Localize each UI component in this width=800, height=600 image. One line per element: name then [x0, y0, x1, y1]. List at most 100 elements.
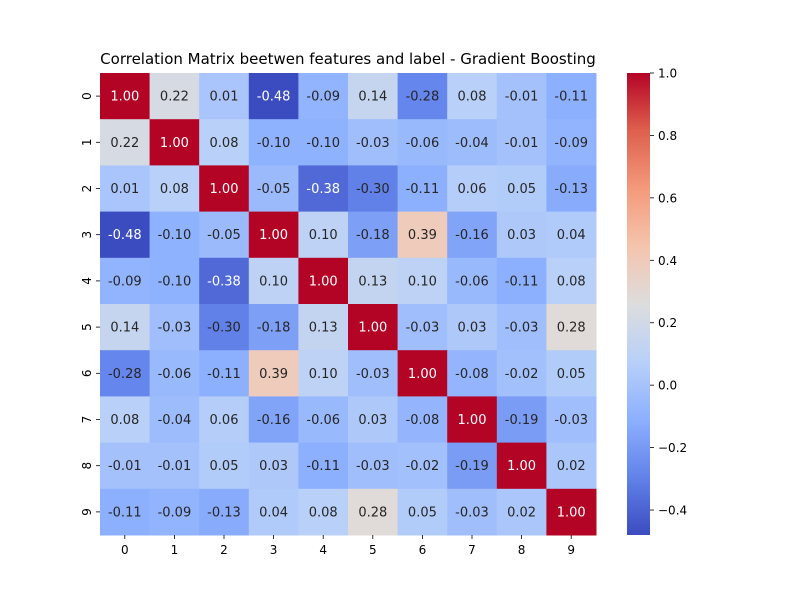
cell-value-label: -0.03 — [455, 505, 489, 520]
heatmap-cell — [199, 165, 250, 213]
cell-value-label: -0.09 — [554, 136, 588, 151]
heatmap-cell — [298, 396, 349, 444]
heatmap-cell — [149, 488, 200, 536]
cell-value-label: -0.11 — [306, 459, 340, 474]
heatmap-cell — [546, 257, 597, 305]
cell-value-label: -0.48 — [257, 90, 291, 105]
y-tick-label: 5 — [80, 323, 94, 331]
cell-value-label: -0.11 — [505, 274, 539, 289]
cell-value-label: 0.08 — [557, 274, 586, 289]
heatmap-cell — [496, 396, 547, 444]
cell-value-label: -0.03 — [158, 321, 192, 336]
colorbar-tick-label: −0.4 — [658, 504, 687, 518]
cell-value-label: 0.08 — [309, 505, 338, 520]
cell-value-label: 0.08 — [458, 90, 487, 105]
x-tick-label: 6 — [419, 543, 427, 557]
colorbar-tick-label: 0.4 — [658, 254, 677, 268]
y-tick-label: 7 — [80, 416, 94, 424]
heatmap-cell — [546, 488, 597, 536]
heatmap-cell — [100, 211, 151, 259]
heatmap-cell — [397, 257, 448, 305]
cell-value-label: -0.09 — [108, 274, 142, 289]
cell-value-label: 0.03 — [358, 413, 387, 428]
cell-value-label: 0.13 — [309, 321, 338, 336]
heatmap-cell — [348, 304, 399, 351]
cell-value-label: -0.08 — [406, 413, 440, 428]
cell-value-label: -0.03 — [406, 321, 440, 336]
cell-value-label: 0.13 — [358, 274, 387, 289]
heatmap-cell — [248, 488, 299, 536]
heatmap-cell — [199, 257, 250, 305]
y-tick-label: 4 — [80, 277, 94, 285]
x-tick-label: 9 — [567, 543, 575, 557]
cell-value-label: 0.05 — [408, 505, 437, 520]
cell-value-label: 0.28 — [557, 321, 586, 336]
colorbar-tick-label: 0.6 — [658, 191, 677, 205]
heatmap-cell — [298, 488, 349, 536]
colorbar-tick-label: −0.2 — [658, 441, 687, 455]
cell-value-label: 0.10 — [309, 228, 338, 243]
cell-value-label: -0.09 — [306, 90, 340, 105]
cell-value-label: 1.00 — [210, 182, 239, 197]
cell-value-label: -0.06 — [306, 413, 340, 428]
heatmap-cell — [348, 211, 399, 259]
x-tick-label: 4 — [319, 543, 327, 557]
cell-value-label: 0.04 — [259, 505, 288, 520]
heatmap-cell — [149, 350, 200, 397]
colorbar: −0.4 −0.2 0.0 0.2 0.4 0.6 0.8 1.0 — [627, 67, 687, 535]
cell-value-label: 0.39 — [259, 367, 288, 382]
cell-value-label: 0.02 — [557, 459, 586, 474]
cell-value-label: -0.30 — [356, 182, 390, 197]
heatmap-cell — [496, 165, 547, 213]
heatmap-cell — [248, 73, 299, 120]
heatmap-cell — [348, 73, 399, 120]
heatmap-cell — [348, 350, 399, 397]
heatmap-cell — [348, 257, 399, 305]
colorbar-tick-label: 0.0 — [658, 379, 677, 393]
heatmap-cell — [199, 442, 250, 490]
cell-value-label: -0.16 — [257, 413, 291, 428]
heatmap-cell — [199, 396, 250, 444]
x-axis: 0 1 2 3 4 5 6 7 8 9 — [121, 535, 575, 557]
heatmap-cell — [100, 488, 151, 536]
cell-value-label: 1.00 — [309, 274, 338, 289]
cell-value-label: -0.19 — [455, 459, 489, 474]
heatmap-cell — [397, 488, 448, 536]
heatmap-cell — [298, 257, 349, 305]
heatmap-cell — [447, 304, 498, 351]
x-tick-label: 7 — [468, 543, 476, 557]
x-tick-label: 2 — [220, 543, 228, 557]
cell-value-label: -0.05 — [207, 228, 241, 243]
heatmap-cell — [496, 257, 547, 305]
heatmap-cell — [100, 442, 151, 490]
heatmap-cell — [496, 73, 547, 120]
heatmap-cell — [100, 350, 151, 397]
heatmap-cell — [298, 73, 349, 120]
cell-value-label: 0.03 — [259, 459, 288, 474]
cell-value-label: 0.10 — [259, 274, 288, 289]
x-tick-label: 0 — [121, 543, 129, 557]
heatmap-cell — [298, 304, 349, 351]
heatmap-cell — [546, 304, 597, 351]
heatmap-cell — [199, 73, 250, 120]
cell-value-label: 1.00 — [507, 459, 536, 474]
cell-value-label: 0.03 — [507, 228, 536, 243]
heatmap-cell — [546, 442, 597, 490]
cell-value-label: -0.03 — [356, 136, 390, 151]
cell-value-label: -0.02 — [505, 367, 539, 382]
cell-value-label: 0.08 — [210, 136, 239, 151]
chart-title: Correlation Matrix beetwen features and … — [100, 50, 596, 68]
heatmap-cell — [546, 350, 597, 397]
cell-value-label: -0.38 — [306, 182, 340, 197]
cell-value-label: -0.03 — [505, 321, 539, 336]
heatmap-cell — [496, 211, 547, 259]
heatmap-cell — [248, 304, 299, 351]
cell-value-label: 1.00 — [408, 367, 437, 382]
cell-value-label: 0.05 — [210, 459, 239, 474]
heatmap-cell — [496, 350, 547, 397]
heatmap-cell — [248, 396, 299, 444]
heatmap-cell — [199, 211, 250, 259]
cell-value-label: -0.06 — [455, 274, 489, 289]
heatmap-cell — [248, 165, 299, 213]
